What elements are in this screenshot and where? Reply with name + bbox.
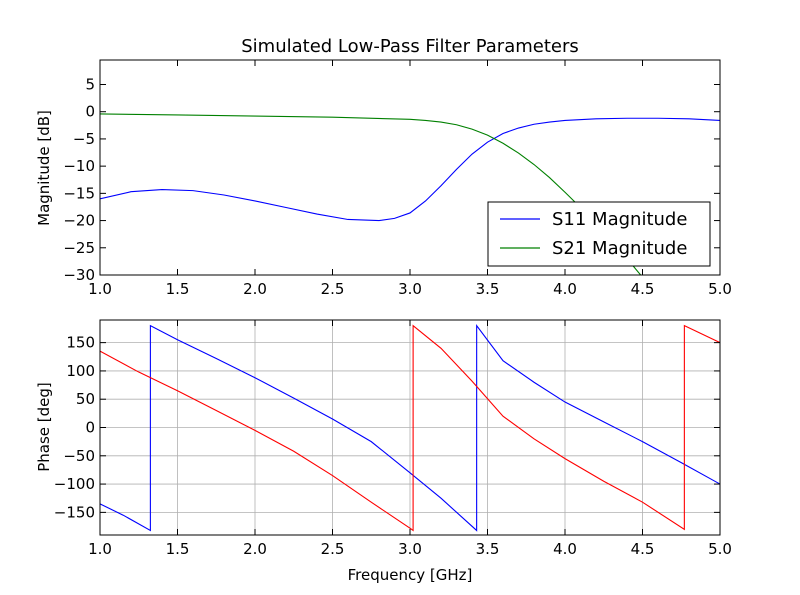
chart-title: Simulated Low-Pass Filter Parameters: [241, 36, 579, 57]
phase-y-tick-label: 150: [66, 334, 95, 352]
magnitude-x-tick-label: 3.0: [398, 280, 422, 298]
magnitude-x-tick-label: 4.0: [553, 280, 577, 298]
s11-magnitude-line: [100, 117, 720, 222]
phase-y-tick-label: −100: [54, 475, 95, 493]
magnitude-y-tick-label: −25: [63, 239, 95, 257]
magnitude-y-tick-label: −20: [63, 212, 95, 230]
phase-y-tick-label: −150: [54, 503, 95, 521]
magnitude-x-tick-label: 2.0: [243, 280, 267, 298]
phase-x-tick-label: 2.5: [321, 540, 345, 558]
phase-x-tick-label: 3.0: [398, 540, 422, 558]
magnitude-y-tick-label: −10: [63, 157, 95, 175]
magnitude-y-tick-label: 0: [85, 103, 95, 121]
magnitude-y-tick-label: −5: [73, 130, 95, 148]
phase-x-tick-label: 3.5: [476, 540, 500, 558]
phase-y-tick-label: 50: [76, 390, 95, 408]
magnitude-x-tick-label: 2.5: [321, 280, 345, 298]
phase-x-tick-label: 4.0: [553, 540, 577, 558]
magnitude-x-tick-label: 3.5: [476, 280, 500, 298]
phase-x-tick-label: 2.0: [243, 540, 267, 558]
phase-x-tick-label: 1.0: [88, 540, 112, 558]
phase-x-tick-label: 4.5: [631, 540, 655, 558]
magnitude-y-tick-label: −15: [63, 184, 95, 202]
phase-series-2-line: [100, 324, 720, 532]
magnitude-y-tick-label: −30: [63, 266, 95, 284]
magnitude-y-tick-label: 5: [85, 75, 95, 93]
magnitude-y-axis-label: Magnitude [dB]: [35, 110, 53, 226]
magnitude-x-tick-label: 1.0: [88, 280, 112, 298]
phase-x-axis-label: Frequency [GHz]: [348, 566, 473, 584]
phase-x-tick-label: 5.0: [708, 540, 732, 558]
phase-y-axis-label: Phase [deg]: [35, 382, 53, 472]
phase-plot: 1.0 1.5 2.0 2.5 3.0 3.5 4.0 4.5 5.0 150 100 50 0 −50 −…: [35, 319, 732, 584]
legend: S11 Magnitude S21 Magnitude: [487, 201, 711, 267]
phase-y-tick-label: 100: [66, 362, 95, 380]
phase-x-tick-label: 1.5: [166, 540, 190, 558]
magnitude-x-tick-label: 5.0: [708, 280, 732, 298]
magnitude-plot: 1.0 1.5 2.0 2.5 3.0 3.5 4.0 4.5 5.0 5 0 −5 −10 −15 −20…: [35, 59, 732, 298]
magnitude-x-tick-label: 4.5: [631, 280, 655, 298]
phase-y-tick-label: −50: [63, 447, 95, 465]
legend-label-s21-magnitude: S21 Magnitude: [552, 238, 687, 259]
magnitude-x-tick-label: 1.5: [166, 280, 190, 298]
phase-series-1-line: [100, 324, 720, 532]
phase-y-tick-label: 0: [85, 419, 95, 437]
legend-label-s11-magnitude: S11 Magnitude: [552, 209, 687, 230]
legend-box: [487, 201, 711, 267]
